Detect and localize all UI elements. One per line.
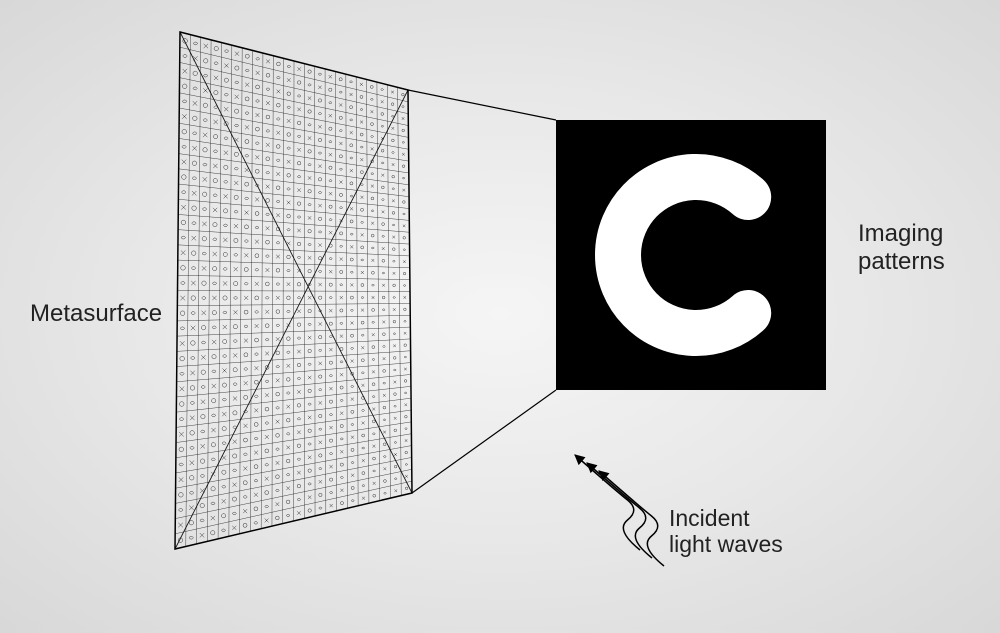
projection-line-top xyxy=(408,90,556,120)
incident-wave-2 xyxy=(587,463,652,558)
metasurface-pattern xyxy=(175,32,412,549)
label-imaging-line2: patterns xyxy=(858,248,945,275)
imaging-pattern-box xyxy=(556,120,826,390)
label-metasurface: Metasurface xyxy=(30,300,162,328)
letter-c-svg xyxy=(556,120,826,390)
label-imaging-patterns: Imaging patterns xyxy=(858,220,945,275)
label-incident-line1: Incident xyxy=(669,505,750,531)
label-incident-line2: light waves xyxy=(669,531,783,557)
label-incident-light-waves: Incident light waves xyxy=(669,505,783,558)
label-imaging-line1: Imaging xyxy=(858,220,943,247)
diagram-container: Metasurface Imaging patterns Incident li… xyxy=(0,0,1000,628)
letter-c-path xyxy=(618,177,748,333)
incident-wave-1 xyxy=(575,455,640,550)
projection-line-bottom xyxy=(412,390,556,493)
